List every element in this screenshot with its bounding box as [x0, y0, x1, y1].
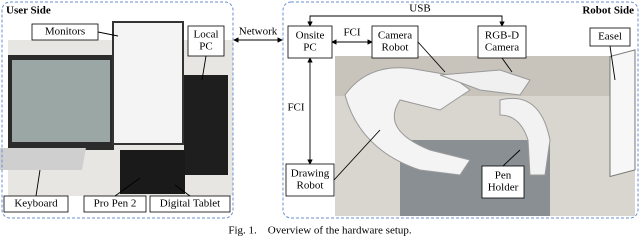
label: Digital Tablet [160, 198, 220, 210]
label: Easel [598, 31, 622, 43]
robot-region [282, 1, 639, 219]
edge-label: FCI [287, 102, 304, 114]
caption: Fig. 1. Overview of the hardware setup. [228, 225, 412, 237]
label-box [371, 25, 419, 59]
user-region [1, 1, 234, 219]
pointer-lines [35, 31, 616, 197]
label: Onsite [296, 30, 325, 42]
label-box [481, 165, 525, 199]
label-box [287, 25, 333, 59]
label: Robot [297, 180, 324, 192]
label: Holder [488, 182, 519, 194]
label: Monitors [45, 26, 85, 38]
multiline-labels: LocalPCOnsitePCCameraRobotRGB-DCameraDra… [193, 29, 519, 194]
label-box [285, 163, 335, 197]
label-box [187, 25, 225, 57]
label: Robot [382, 42, 409, 54]
region-title: User Side [6, 5, 51, 17]
label: Pro Pen 2 [94, 198, 137, 210]
usb-arrow [307, 15, 505, 27]
label: Pen [495, 170, 512, 182]
edge-label: Network [239, 26, 278, 38]
edge-label: USB [409, 3, 430, 15]
label: Keyboard [14, 198, 58, 210]
label: PC [303, 42, 316, 54]
edge-label: FCI [343, 27, 360, 39]
label: PC [199, 41, 212, 53]
label: Drawing [291, 168, 330, 180]
user-photo [0, 21, 233, 196]
label: Camera [485, 42, 519, 54]
region-title: Robot Side [582, 5, 634, 17]
label: RGB-D [485, 30, 519, 42]
label: Local [193, 29, 218, 41]
label: Camera [378, 30, 412, 42]
